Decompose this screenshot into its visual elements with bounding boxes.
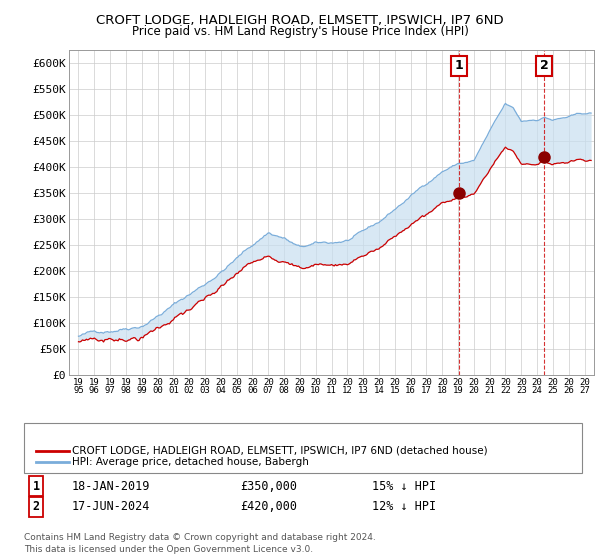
Text: 18-JAN-2019: 18-JAN-2019	[72, 479, 151, 493]
Text: Contains HM Land Registry data © Crown copyright and database right 2024.: Contains HM Land Registry data © Crown c…	[24, 533, 376, 542]
Text: HPI: Average price, detached house, Babergh: HPI: Average price, detached house, Babe…	[72, 457, 309, 467]
Text: 12% ↓ HPI: 12% ↓ HPI	[372, 500, 436, 514]
Text: CROFT LODGE, HADLEIGH ROAD, ELMSETT, IPSWICH, IP7 6ND (detached house): CROFT LODGE, HADLEIGH ROAD, ELMSETT, IPS…	[72, 446, 488, 456]
Text: 2: 2	[32, 500, 40, 514]
Text: £420,000: £420,000	[240, 500, 297, 514]
Text: CROFT LODGE, HADLEIGH ROAD, ELMSETT, IPSWICH, IP7 6ND: CROFT LODGE, HADLEIGH ROAD, ELMSETT, IPS…	[96, 14, 504, 27]
Text: 17-JUN-2024: 17-JUN-2024	[72, 500, 151, 514]
Text: £350,000: £350,000	[240, 479, 297, 493]
Text: Price paid vs. HM Land Registry's House Price Index (HPI): Price paid vs. HM Land Registry's House …	[131, 25, 469, 38]
Text: This data is licensed under the Open Government Licence v3.0.: This data is licensed under the Open Gov…	[24, 545, 313, 554]
Text: 15% ↓ HPI: 15% ↓ HPI	[372, 479, 436, 493]
Text: 1: 1	[454, 59, 463, 72]
Text: 2: 2	[540, 59, 549, 72]
Text: 1: 1	[32, 479, 40, 493]
